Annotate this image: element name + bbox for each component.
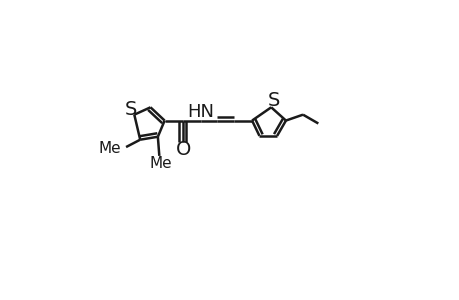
Text: S: S <box>268 91 280 110</box>
Text: Me: Me <box>98 141 121 156</box>
Text: Me: Me <box>149 156 172 171</box>
Text: O: O <box>176 140 191 160</box>
Text: S: S <box>124 100 136 119</box>
Text: HN: HN <box>187 103 213 121</box>
